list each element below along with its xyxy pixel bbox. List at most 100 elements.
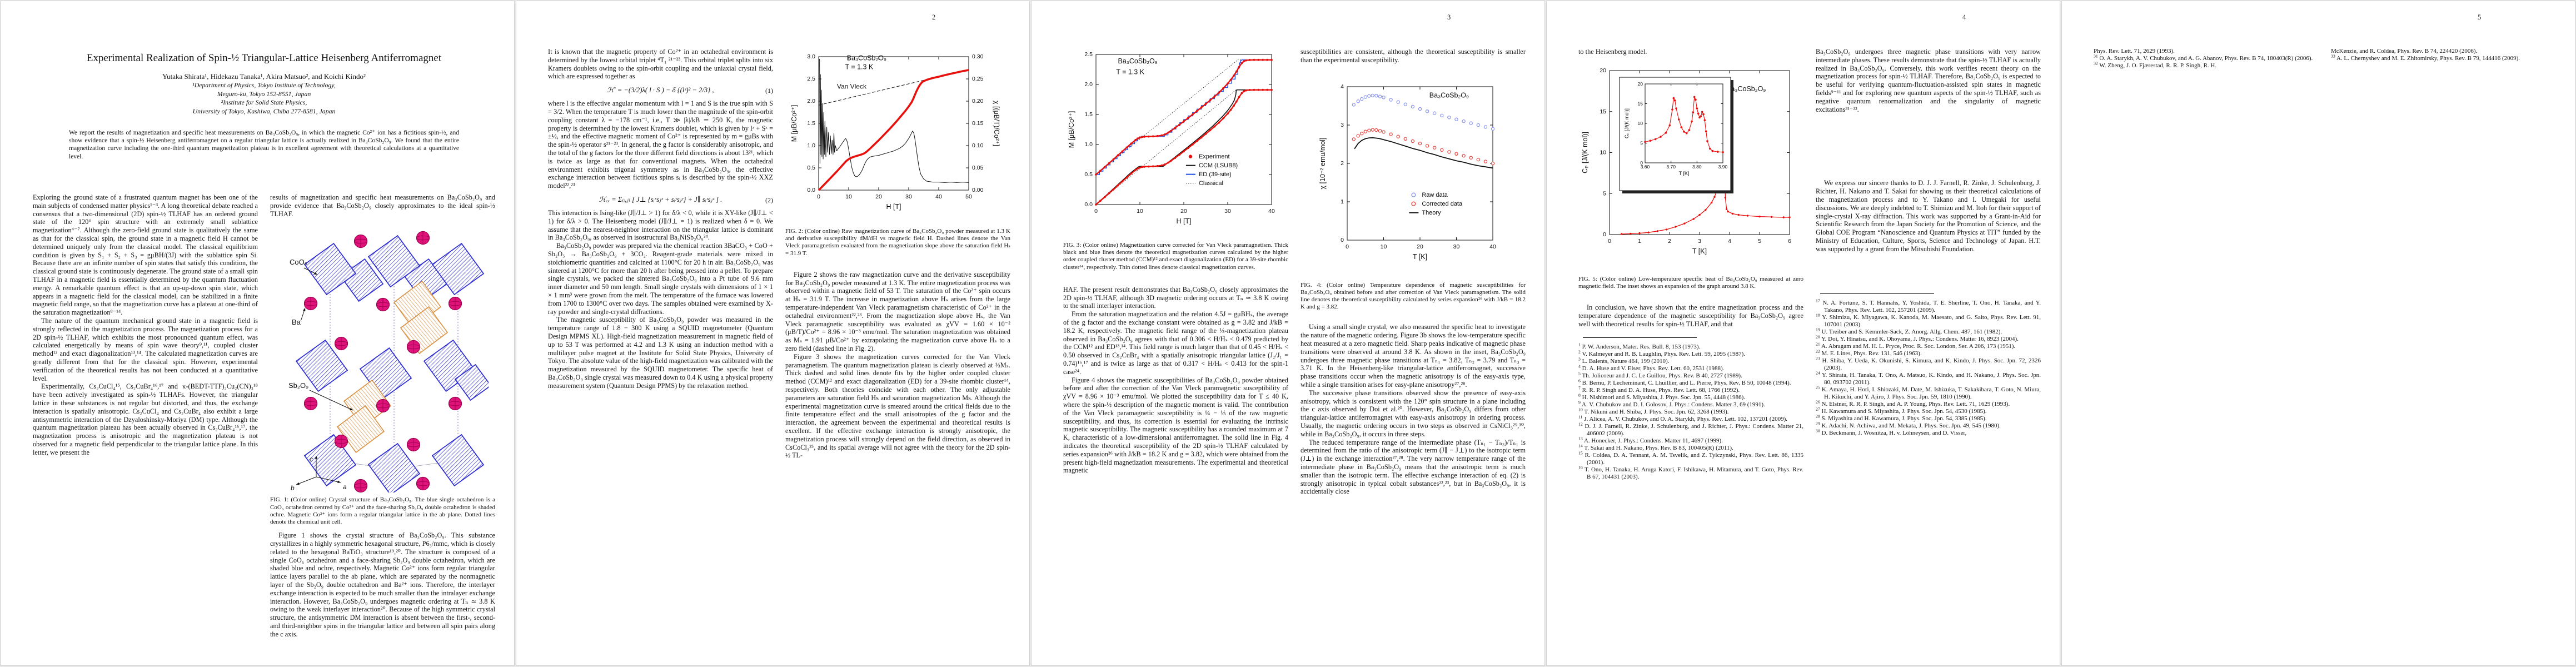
paragraph: The reduced temperature range of the int… bbox=[1301, 438, 1526, 496]
classical-upper bbox=[1095, 59, 1272, 175]
equation: ℋₑₓ = Σ₍ᵢ,ⱼ₎ [ J⊥ {sᵢˣsⱼˣ + sᵢʸsⱼʸ} + J∥… bbox=[599, 195, 773, 204]
paragraph: It is known that the magnetic property o… bbox=[548, 48, 773, 81]
paragraph: In conclusion, we have shown that the en… bbox=[1578, 303, 1803, 328]
svg-text:Cₚ [J/(K mol)]: Cₚ [J/(K mol)] bbox=[1624, 108, 1630, 138]
reference-number: 4 bbox=[1578, 363, 1581, 369]
sb2o9-octahedron bbox=[336, 405, 385, 454]
reference-item: 2 V. Kalmeyer and R. B. Laughlin, Phys. … bbox=[1578, 349, 1746, 357]
reference-item: 8 H. Nishimori and S. Miyashita, J. Phys… bbox=[1578, 392, 1745, 401]
page-3: 3 0 10 20 30 40 0.0 0.5 1.0 1.5 2.0 2.5 H [T] M [μB/… bbox=[1031, 1, 1545, 666]
svg-text:10: 10 bbox=[1137, 208, 1143, 215]
paragraph: Using a small single crystal, we also me… bbox=[1301, 323, 1526, 389]
ba-sphere bbox=[448, 297, 462, 311]
spacer bbox=[1578, 56, 1803, 62]
reference-item: 24 Y. Shirata, H. Tanaka, T. Ono, A. Mat… bbox=[1816, 370, 2041, 386]
paragraph: HAF. The present result demonstrates tha… bbox=[1063, 285, 1288, 310]
theory bbox=[1353, 137, 1493, 168]
svg-text:0.15: 0.15 bbox=[972, 120, 984, 127]
svg-text:2: 2 bbox=[1668, 238, 1671, 245]
svg-text:10: 10 bbox=[845, 193, 852, 200]
derivative-susceptibility bbox=[819, 58, 969, 183]
reference-number: 21 bbox=[1816, 341, 1820, 346]
ba-sphere bbox=[303, 397, 317, 411]
page-5-column-2: McKenzie, and R. Coldea, Phys. Rev. B 74… bbox=[2331, 48, 2556, 62]
ba-sphere bbox=[376, 298, 390, 312]
reference-number: 10 bbox=[1578, 406, 1583, 412]
page-4-column-1: to the Heisenberg model. 0 1 2 3 4 5 6 0 5 10 15 20 T… bbox=[1578, 48, 1803, 481]
reference-item: 14 T. Sakai and H. Nakano, Phys. Rev. B … bbox=[1578, 442, 1733, 451]
svg-text:2.0: 2.0 bbox=[807, 98, 815, 104]
spacer bbox=[785, 263, 1010, 271]
chart-annotation: Ba₃CoSb₂O₉ bbox=[1429, 91, 1468, 99]
svg-text:10: 10 bbox=[1637, 121, 1643, 126]
reference-list: Phys. Rev. Lett. 71, 2629 (1993). 31 O. A… bbox=[2094, 48, 2319, 69]
svg-text:40: 40 bbox=[935, 193, 942, 200]
experiment-upper bbox=[1094, 58, 1273, 176]
svg-text:10: 10 bbox=[1600, 149, 1606, 156]
sb2o9-octahedron bbox=[393, 281, 441, 329]
paragraph: Figure 1 shows the crystal structure of … bbox=[270, 531, 495, 638]
svg-text:2.5: 2.5 bbox=[807, 76, 815, 82]
reference-number: 23 bbox=[1816, 355, 1820, 361]
reference-number: 11 bbox=[1578, 414, 1583, 419]
paragraph: Ba₃CoSb₂O₉ powder was prepared via the c… bbox=[548, 242, 773, 316]
reference-item: 32 W. Zheng, J. O. Fjærestad, R. R. P. S… bbox=[2094, 61, 2217, 69]
paragraph: We express our sincere thanks to D. J. J… bbox=[1816, 179, 2041, 253]
page-number: 3 bbox=[1447, 13, 1451, 21]
svg-text:4: 4 bbox=[1728, 238, 1731, 245]
svg-text:2.5: 2.5 bbox=[1084, 51, 1093, 58]
svg-text:2.0: 2.0 bbox=[1084, 81, 1093, 88]
coo6-octahedron bbox=[303, 243, 356, 296]
reference-item: 19 U. Treiber and S. Kemmler-Sack, Z. An… bbox=[1816, 326, 2002, 335]
reference-number: 20 bbox=[1816, 334, 1820, 339]
magnetization bbox=[818, 69, 969, 191]
svg-text:3.70: 3.70 bbox=[1666, 164, 1676, 170]
coo6-octahedron bbox=[367, 443, 420, 496]
reference-number: 25 bbox=[1816, 384, 1820, 390]
reference-item: 3 L. Balents, Nature 464, 199 (2010). bbox=[1578, 356, 1670, 365]
specific-heat-inset bbox=[1643, 96, 1724, 153]
ba-sphere bbox=[416, 477, 430, 491]
reference-item: 7 R. R. P. Singh and D. A. Huse, Phys. R… bbox=[1578, 385, 1740, 394]
legend-label: Corrected data bbox=[1422, 201, 1463, 207]
equation: ℋ′ = −(3/2)λ( l · S ) − δ {(lᶻ)² − 2/3} … bbox=[607, 86, 773, 95]
figure-fig2: 0 10 20 30 40 50 0.0 0.5 1.0 1.5 2.0 2.5 3.0 0.00 0.05… bbox=[785, 50, 1010, 225]
svg-text:3.90: 3.90 bbox=[1718, 164, 1727, 170]
affiliation-2b: University of Tokyo, Kashiwa, Chiba 277-… bbox=[192, 107, 336, 115]
reference-item: 21 A. Abragam and M. H. L. Pryce, Proc. … bbox=[1816, 341, 2016, 350]
figure-caption: FIG. 4: (Color online) Temperature depen… bbox=[1301, 281, 1526, 311]
reference-item: 27 H. Kawamura and S. Miyashita, J. Phys… bbox=[1816, 406, 1987, 415]
legend-label: Experiment bbox=[1198, 153, 1229, 160]
chart-fig2: 0 10 20 30 40 50 0.0 0.5 1.0 1.5 2.0 2.5 3.0 0.00 0.05… bbox=[790, 53, 1000, 211]
legend-label: Raw data bbox=[1422, 192, 1448, 198]
paragraph: The nature of the quantum mechanical gro… bbox=[33, 316, 258, 382]
chart-annotation: Ba₃CoSb₂O₉ bbox=[1118, 57, 1157, 65]
reference-item: 20 Y. Doi, Y. Hinatsu, and K. Ohoyama, J… bbox=[1816, 334, 2019, 342]
reference-item: 15 R. Coldea, D. A. Tennant, A. M. Tsvel… bbox=[1578, 450, 1803, 466]
front-matter: Experimental Realization of Spin-½ Trian… bbox=[33, 52, 495, 161]
coo6-octahedron bbox=[367, 235, 420, 288]
label-axis-a: a bbox=[343, 483, 347, 491]
svg-text:30: 30 bbox=[1224, 208, 1231, 215]
svg-text:T [K]: T [K] bbox=[1678, 171, 1689, 176]
label-axis-c: c bbox=[310, 455, 313, 463]
svg-text:5: 5 bbox=[1603, 190, 1606, 197]
reference-item: 9 A. V. Chubukov and D. I. Golosov, J. P… bbox=[1578, 399, 1765, 408]
reference-list: 17 N. A. Fortune, S. T. Hannahs, Y. Yosh… bbox=[1816, 298, 2041, 437]
paragraph: results of magnetization and specific he… bbox=[270, 193, 495, 218]
paragraph: Figure 3 shows the magnetization curves … bbox=[785, 352, 1010, 460]
reference-number: 5 bbox=[1578, 370, 1581, 376]
ba-sphere bbox=[376, 399, 390, 413]
figure-caption: FIG. 2: (Color online) Raw magnetization… bbox=[785, 228, 1010, 257]
svg-text:5: 5 bbox=[1640, 140, 1643, 146]
reference-number: 33 bbox=[2331, 53, 2335, 59]
paragraph: The magnetic susceptibility of Ba₃CoSb₂O… bbox=[548, 316, 773, 390]
svg-text:2: 2 bbox=[1341, 160, 1344, 167]
paragraph: to the Heisenberg model. bbox=[1578, 48, 1647, 56]
svg-text:6: 6 bbox=[1788, 238, 1791, 245]
reference-list: 1 P. W. Anderson, Mater. Res. Bull. 8, 1… bbox=[1578, 342, 1803, 481]
svg-text:0.30: 0.30 bbox=[972, 53, 984, 60]
svg-text:20: 20 bbox=[1637, 81, 1643, 87]
chart-annotation: Ba₃CoSb₂O₉ bbox=[846, 54, 886, 62]
